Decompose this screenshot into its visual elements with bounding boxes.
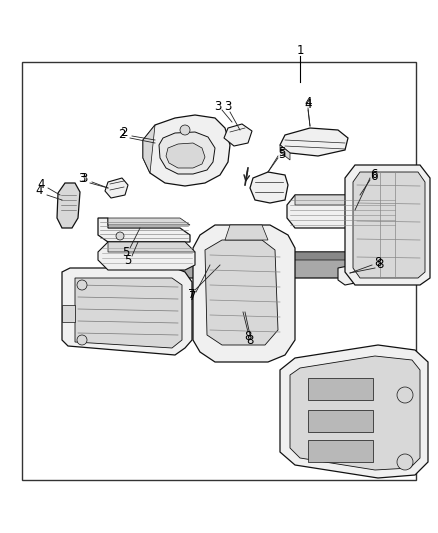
- Bar: [308, 378, 373, 400]
- Text: 3: 3: [224, 101, 232, 114]
- Polygon shape: [287, 195, 398, 228]
- Bar: [22, 62, 416, 480]
- Polygon shape: [290, 356, 420, 470]
- Polygon shape: [205, 240, 278, 345]
- Polygon shape: [143, 125, 155, 173]
- Text: 4: 4: [37, 179, 45, 191]
- Text: 2: 2: [120, 125, 128, 139]
- Polygon shape: [98, 242, 195, 270]
- Polygon shape: [250, 172, 288, 203]
- Text: 5: 5: [122, 246, 130, 259]
- Polygon shape: [62, 268, 192, 355]
- Polygon shape: [185, 252, 368, 260]
- Text: 8: 8: [376, 259, 384, 271]
- Polygon shape: [108, 242, 195, 252]
- Polygon shape: [193, 225, 295, 362]
- Text: 5: 5: [124, 254, 132, 266]
- Text: 3: 3: [214, 100, 222, 112]
- Polygon shape: [280, 345, 428, 478]
- Text: 3: 3: [80, 172, 88, 184]
- Text: 4: 4: [304, 95, 312, 109]
- Text: 6: 6: [370, 169, 378, 182]
- Polygon shape: [338, 265, 360, 285]
- Polygon shape: [75, 278, 182, 348]
- Text: 4: 4: [304, 98, 312, 110]
- Polygon shape: [105, 178, 128, 198]
- Polygon shape: [345, 165, 430, 285]
- Circle shape: [116, 232, 124, 240]
- Text: 1: 1: [296, 44, 304, 56]
- Circle shape: [397, 387, 413, 403]
- Circle shape: [397, 454, 413, 470]
- Polygon shape: [353, 172, 425, 278]
- Polygon shape: [280, 145, 290, 160]
- Polygon shape: [243, 278, 262, 298]
- Text: 8: 8: [374, 255, 381, 269]
- Polygon shape: [166, 143, 205, 168]
- Text: 5: 5: [278, 146, 286, 158]
- Polygon shape: [159, 132, 215, 174]
- Polygon shape: [98, 218, 190, 242]
- Text: 4: 4: [35, 184, 43, 198]
- Text: 6: 6: [370, 167, 378, 181]
- Circle shape: [180, 125, 190, 135]
- Polygon shape: [57, 183, 80, 228]
- Polygon shape: [233, 305, 258, 325]
- Polygon shape: [295, 195, 398, 205]
- Polygon shape: [280, 128, 348, 156]
- Polygon shape: [225, 225, 268, 240]
- Polygon shape: [62, 305, 75, 322]
- Polygon shape: [175, 252, 368, 278]
- Text: 3: 3: [78, 173, 86, 185]
- Polygon shape: [143, 115, 230, 186]
- Text: 7: 7: [188, 288, 196, 302]
- Bar: [308, 410, 373, 432]
- Text: 7: 7: [189, 290, 197, 303]
- Text: 2: 2: [118, 128, 126, 141]
- Text: 8: 8: [246, 334, 254, 346]
- Polygon shape: [108, 218, 190, 225]
- Text: 8: 8: [244, 330, 252, 343]
- Circle shape: [77, 335, 87, 345]
- Polygon shape: [224, 124, 252, 146]
- Text: 5: 5: [278, 148, 286, 160]
- Bar: [308, 440, 373, 462]
- Circle shape: [77, 280, 87, 290]
